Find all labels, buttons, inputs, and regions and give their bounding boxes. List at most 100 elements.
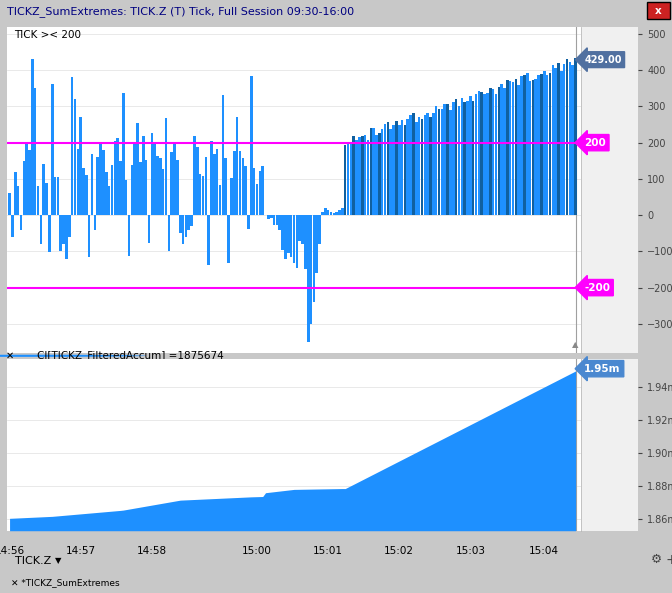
Text: ✕ *TICKZ_SumExtremes: ✕ *TICKZ_SumExtremes xyxy=(11,578,120,587)
Bar xyxy=(361,136,364,215)
Bar xyxy=(338,210,341,215)
Bar xyxy=(125,180,128,215)
Bar xyxy=(134,142,136,215)
Bar xyxy=(171,152,173,215)
Bar xyxy=(492,90,495,215)
Bar xyxy=(335,212,338,215)
Bar xyxy=(423,115,426,215)
Text: ▼: ▼ xyxy=(55,556,62,566)
Bar xyxy=(148,215,151,243)
Bar xyxy=(364,135,366,215)
Text: CI[TICKZ_FilteredAccum] =1875674: CI[TICKZ_FilteredAccum] =1875674 xyxy=(37,350,224,361)
Bar xyxy=(245,167,247,215)
Bar xyxy=(167,215,170,251)
Bar xyxy=(321,212,324,215)
Bar xyxy=(437,109,440,215)
Bar xyxy=(301,215,304,244)
Bar xyxy=(156,155,159,215)
Bar xyxy=(196,148,198,215)
Bar xyxy=(88,215,91,257)
Bar xyxy=(105,171,108,215)
Bar xyxy=(520,76,523,215)
Bar xyxy=(8,193,11,215)
Bar xyxy=(93,215,96,229)
Bar xyxy=(429,117,432,215)
Bar xyxy=(370,128,372,215)
Bar xyxy=(193,136,196,215)
Bar xyxy=(452,102,454,215)
Bar xyxy=(560,71,562,215)
Bar xyxy=(261,166,264,215)
Bar xyxy=(282,215,284,250)
Bar xyxy=(85,174,87,215)
Bar xyxy=(566,59,569,215)
Bar xyxy=(312,215,315,302)
Bar xyxy=(412,113,415,215)
Bar xyxy=(250,75,253,215)
Text: 14:56: 14:56 xyxy=(0,546,25,556)
Bar xyxy=(398,125,401,215)
Bar xyxy=(319,215,321,244)
Bar xyxy=(116,138,119,215)
Bar xyxy=(17,186,19,215)
Bar xyxy=(82,168,85,215)
Bar xyxy=(19,215,22,229)
Bar xyxy=(324,208,327,215)
Bar xyxy=(552,65,554,215)
Bar xyxy=(273,215,276,225)
Bar xyxy=(304,215,306,269)
Bar xyxy=(151,133,153,215)
Bar xyxy=(182,215,184,244)
Bar xyxy=(483,94,486,215)
Bar xyxy=(290,215,292,257)
Bar xyxy=(136,123,139,215)
Text: x: x xyxy=(655,6,662,16)
Bar xyxy=(432,113,435,215)
Bar xyxy=(247,215,250,229)
Bar xyxy=(543,71,546,215)
Bar xyxy=(449,110,452,215)
Bar xyxy=(190,215,193,226)
Bar xyxy=(460,98,463,215)
Bar xyxy=(421,119,423,215)
Bar xyxy=(569,62,571,215)
Bar xyxy=(162,169,165,215)
Bar xyxy=(62,215,65,244)
Bar xyxy=(230,178,233,215)
Bar xyxy=(529,81,532,215)
Bar xyxy=(14,171,17,215)
Bar xyxy=(534,79,537,215)
Bar xyxy=(213,154,216,215)
Bar xyxy=(455,100,458,215)
Bar xyxy=(307,215,310,342)
Bar xyxy=(276,215,278,225)
Bar xyxy=(375,135,378,215)
Bar xyxy=(478,91,480,215)
Bar xyxy=(259,171,261,215)
Bar xyxy=(31,59,34,215)
Text: ✕: ✕ xyxy=(5,351,13,361)
Bar xyxy=(48,215,50,252)
Text: 15:03: 15:03 xyxy=(456,546,485,556)
Bar xyxy=(68,215,71,237)
Bar xyxy=(236,117,239,215)
Bar xyxy=(122,93,124,215)
Bar xyxy=(28,150,31,215)
Bar xyxy=(464,103,466,215)
Bar xyxy=(278,215,281,230)
Bar xyxy=(503,88,506,215)
Bar xyxy=(506,80,509,215)
Bar xyxy=(480,92,483,215)
Bar xyxy=(495,94,497,215)
Bar xyxy=(139,162,142,215)
Bar xyxy=(74,99,76,215)
Bar xyxy=(392,125,395,215)
Bar xyxy=(517,85,520,215)
Bar xyxy=(458,106,460,215)
Bar xyxy=(179,215,181,233)
Text: +: + xyxy=(665,553,672,567)
Bar xyxy=(239,151,241,215)
Bar xyxy=(224,158,227,215)
Bar xyxy=(546,75,548,215)
Bar xyxy=(176,160,179,215)
